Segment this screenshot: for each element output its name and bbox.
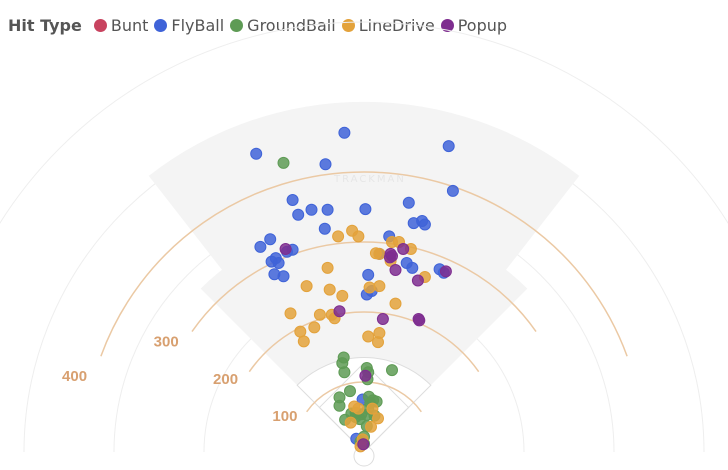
hit-point-popup-7[interactable] bbox=[439, 265, 452, 278]
hit-point-linedrive-35[interactable] bbox=[344, 416, 357, 429]
legend-label-flyball: FlyBall bbox=[171, 15, 225, 35]
hit-point-linedrive-13[interactable] bbox=[284, 307, 297, 320]
hit-point-popup-12[interactable] bbox=[413, 314, 426, 327]
hit-point-flyball-11[interactable] bbox=[264, 233, 277, 246]
hit-point-flyball-19[interactable] bbox=[362, 268, 375, 281]
hit-point-popup-10[interactable] bbox=[411, 274, 424, 287]
hit-point-flyball-30[interactable] bbox=[442, 140, 455, 153]
hit-point-flyball-8[interactable] bbox=[286, 194, 299, 206]
hit-point-linedrive-20[interactable] bbox=[336, 289, 349, 302]
hit-point-flyball-15[interactable] bbox=[268, 268, 281, 281]
legend-swatch-groundball bbox=[230, 18, 244, 32]
hit-point-linedrive-29[interactable] bbox=[389, 297, 402, 310]
hit-point-linedrive-24[interactable] bbox=[373, 280, 386, 293]
legend-item-bunt[interactable]: Bunt bbox=[93, 15, 149, 35]
hit-point-popup-2[interactable] bbox=[333, 305, 346, 318]
hit-point-linedrive-16[interactable] bbox=[294, 325, 307, 338]
legend-label-groundball: GroundBall bbox=[247, 15, 336, 35]
hit-point-groundball-19[interactable] bbox=[333, 391, 346, 404]
legend-item-groundball[interactable]: GroundBall bbox=[230, 16, 336, 35]
hit-point-groundball-12[interactable] bbox=[362, 390, 375, 403]
distance-label-100: 100 bbox=[272, 408, 297, 425]
hit-point-flyball-1[interactable] bbox=[319, 158, 332, 171]
distance-label-300: 300 bbox=[154, 334, 179, 351]
hit-point-linedrive-22[interactable] bbox=[362, 330, 375, 343]
legend-swatch-flyball bbox=[154, 18, 168, 32]
hit-point-groundball-23[interactable] bbox=[337, 351, 350, 364]
hit-point-popup-9[interactable] bbox=[383, 251, 396, 264]
hit-point-flyball-17[interactable] bbox=[265, 255, 278, 268]
hit-point-linedrive-14[interactable] bbox=[313, 308, 326, 321]
hit-point-flyball-10[interactable] bbox=[254, 240, 267, 253]
trackman-watermark: TRACKMAN bbox=[333, 174, 406, 185]
legend-swatch-popup bbox=[440, 18, 454, 32]
hit-point-groundball-20[interactable] bbox=[344, 385, 356, 398]
hit-point-linedrive-5[interactable] bbox=[369, 247, 382, 260]
hit-point-linedrive-34[interactable] bbox=[366, 402, 379, 415]
hit-point-flyball-24[interactable] bbox=[402, 196, 415, 209]
hit-point-groundball-1[interactable] bbox=[277, 156, 290, 169]
hit-point-flyball-28[interactable] bbox=[406, 261, 419, 274]
distance-labels: 100 200 300 400 bbox=[62, 334, 297, 425]
hit-point-linedrive-33[interactable] bbox=[372, 412, 384, 425]
hit-point-linedrive-21[interactable] bbox=[323, 283, 336, 296]
hit-point-flyball-9[interactable] bbox=[250, 147, 263, 160]
hit-point-popup-1[interactable] bbox=[279, 243, 292, 255]
legend-title: Hit Type bbox=[8, 15, 82, 35]
hit-point-flyball-31[interactable] bbox=[446, 184, 459, 197]
hit-point-linedrive-3[interactable] bbox=[346, 224, 359, 237]
legend-item-popup[interactable]: Popup bbox=[440, 15, 508, 35]
legend-item-flyball[interactable]: FlyBall bbox=[154, 16, 224, 35]
distance-arc-300 bbox=[191, 241, 537, 332]
hit-point-popup-13[interactable] bbox=[359, 369, 372, 382]
hit-point-popup-6[interactable] bbox=[397, 243, 410, 255]
hit-point-linedrive-12[interactable] bbox=[300, 280, 313, 293]
hit-point-flyball-5[interactable] bbox=[305, 203, 318, 216]
hit-point-flyball-7[interactable] bbox=[292, 208, 305, 221]
hit-point-linedrive-1[interactable] bbox=[332, 230, 345, 243]
hit-point-popup-8[interactable] bbox=[389, 264, 402, 276]
distance-arc-200 bbox=[248, 311, 480, 373]
hit-point-linedrive-6[interactable] bbox=[363, 281, 376, 294]
hit-point-flyball-6[interactable] bbox=[321, 203, 334, 216]
hit-point-linedrive-32[interactable] bbox=[365, 420, 377, 433]
hit-point-groundball-26[interactable] bbox=[386, 364, 398, 377]
hit-point-flyball-3[interactable] bbox=[359, 203, 372, 216]
hit-point-flyball-2[interactable] bbox=[338, 126, 351, 139]
legend-swatch-bunt bbox=[93, 18, 107, 32]
legend-label-bunt: Bunt bbox=[110, 15, 149, 35]
hit-point-flyball-29[interactable] bbox=[418, 218, 431, 231]
distance-arc-400 bbox=[100, 171, 628, 357]
hit-point-linedrive-17[interactable] bbox=[308, 321, 321, 334]
backdrop-ring-4 bbox=[0, 21, 728, 225]
hit-point-linedrive-23[interactable] bbox=[321, 261, 334, 274]
legend-label-linedrive: LineDrive bbox=[358, 15, 435, 35]
hit-points bbox=[250, 126, 459, 453]
distance-label-400: 400 bbox=[62, 368, 87, 385]
hit-point-flyball-4[interactable] bbox=[318, 222, 331, 235]
distance-label-200: 200 bbox=[213, 371, 238, 388]
hit-point-popup-3[interactable] bbox=[376, 313, 389, 325]
hit-point-popup-14[interactable] bbox=[357, 438, 370, 451]
hit-point-linedrive-31[interactable] bbox=[352, 402, 365, 415]
legend-label-popup: Popup bbox=[457, 15, 508, 35]
hit-point-linedrive-30[interactable] bbox=[373, 327, 386, 339]
